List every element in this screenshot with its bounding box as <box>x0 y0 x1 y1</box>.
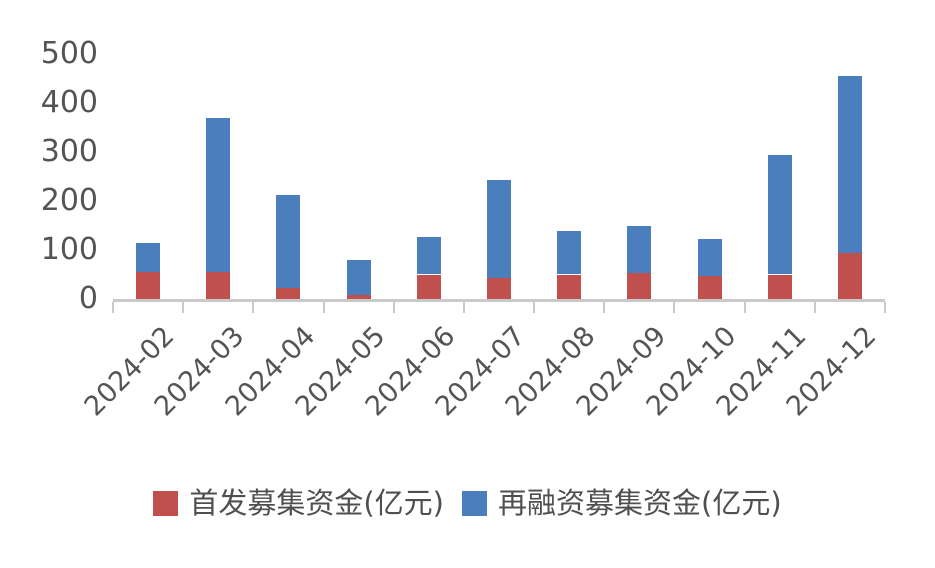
y-axis-label: 200 <box>40 183 98 218</box>
bar-segment-refinancing <box>557 231 582 275</box>
bar-segment-refinancing <box>276 195 301 289</box>
bar-segment-refinancing <box>346 259 371 296</box>
x-axis-line <box>113 299 885 302</box>
legend-item-refinancing: 再融资募集资金(亿元) <box>462 486 782 520</box>
y-axis-label: 500 <box>40 36 98 71</box>
y-axis-label: 0 <box>78 281 98 316</box>
legend-item-ipo: 首发募集资金(亿元) <box>153 486 444 520</box>
bar-segment-refinancing <box>767 155 792 275</box>
x-axis-tick <box>392 302 395 313</box>
x-axis-tick <box>673 302 676 313</box>
bar-segment-ipo <box>206 272 231 299</box>
bar-segment-refinancing <box>206 117 231 273</box>
bar-segment-ipo <box>767 274 792 299</box>
x-axis-tick <box>462 302 465 313</box>
x-axis-tick <box>112 302 114 313</box>
x-axis-tick <box>252 302 255 313</box>
bar-segment-ipo <box>276 288 301 299</box>
legend-label-ipo: 首发募集资金(亿元) <box>189 486 444 520</box>
x-axis-tick <box>603 302 606 313</box>
x-axis-tick <box>182 302 185 313</box>
bar-segment-ipo <box>697 275 722 299</box>
legend: 首发募集资金(亿元) 再融资募集资金(亿元) <box>0 486 935 520</box>
x-axis-tick <box>743 302 746 313</box>
legend-label-refinancing: 再融资募集资金(亿元) <box>498 486 782 520</box>
bar-segment-ipo <box>837 253 862 299</box>
legend-swatch-refinancing <box>462 490 487 516</box>
y-axis-label: 100 <box>40 232 98 267</box>
bar-segment-refinancing <box>697 239 722 276</box>
bar-segment-refinancing <box>487 179 511 278</box>
bar-segment-refinancing <box>837 76 862 254</box>
legend-swatch-ipo <box>153 490 179 516</box>
y-axis-label: 300 <box>40 134 98 169</box>
bar-segment-ipo <box>557 274 582 299</box>
bar-segment-ipo <box>416 274 441 299</box>
bar-segment-refinancing <box>136 242 161 273</box>
bar-segment-ipo <box>346 295 371 299</box>
bar-segment-ipo <box>136 272 161 299</box>
x-axis-tick <box>533 302 536 313</box>
bar-segment-refinancing <box>627 226 652 274</box>
y-axis-label: 400 <box>40 85 98 120</box>
x-axis-tick <box>322 302 325 313</box>
bar-segment-ipo <box>487 277 511 299</box>
bar-segment-refinancing <box>416 236 441 275</box>
bar-segment-ipo <box>627 273 652 299</box>
x-axis-tick <box>884 302 886 313</box>
x-axis-tick <box>813 302 816 313</box>
